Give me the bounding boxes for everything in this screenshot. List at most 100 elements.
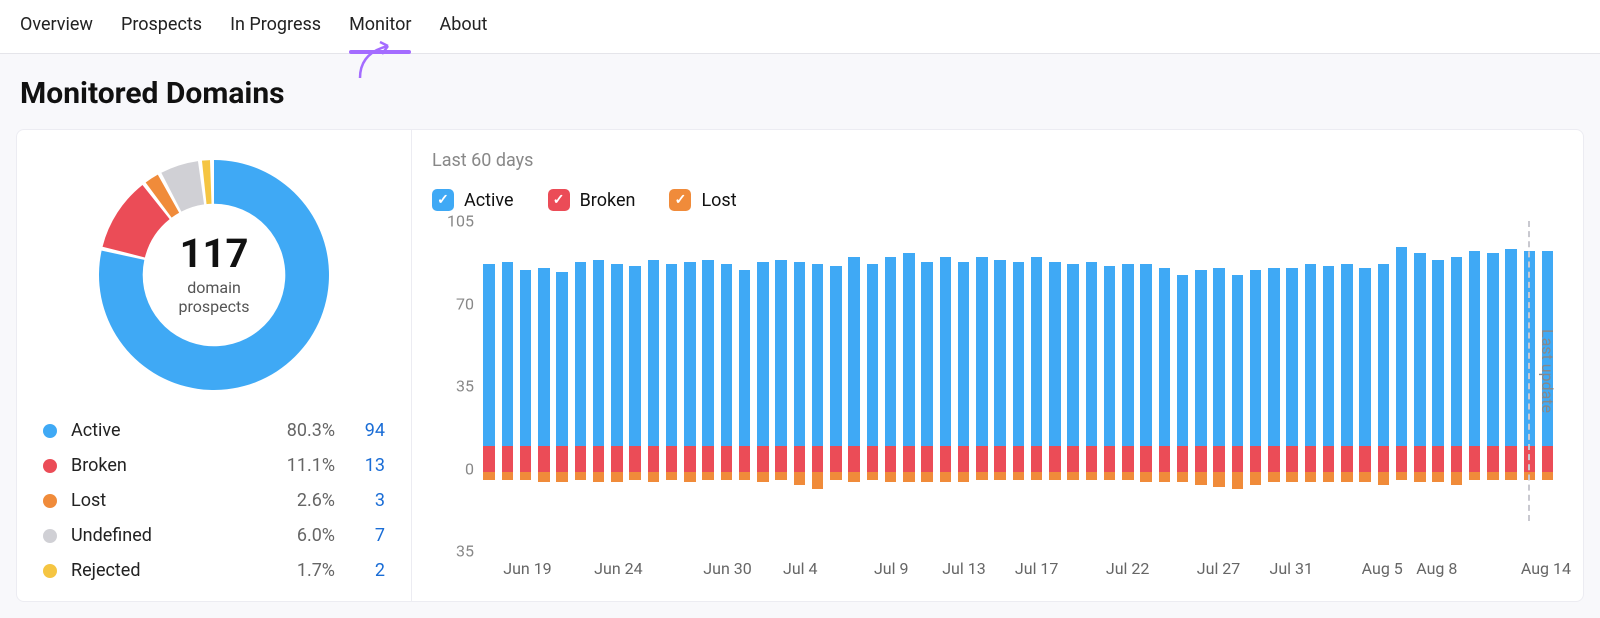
bar-seg-lost bbox=[739, 472, 750, 481]
bar-seg-broken bbox=[903, 446, 914, 472]
bar-day[interactable] bbox=[665, 221, 679, 521]
bar-day[interactable] bbox=[1121, 221, 1135, 521]
bar-day[interactable] bbox=[1303, 221, 1317, 521]
bar-day[interactable] bbox=[1486, 221, 1500, 521]
bar-day[interactable] bbox=[1285, 221, 1299, 521]
bar-day[interactable] bbox=[865, 221, 879, 521]
bar-day[interactable] bbox=[1139, 221, 1153, 521]
legend-pct: 6.0% bbox=[255, 525, 335, 546]
legend-row-rejected[interactable]: Rejected1.7%2 bbox=[43, 560, 385, 581]
bar-seg-active bbox=[702, 260, 713, 446]
bar-day[interactable] bbox=[1030, 221, 1044, 521]
bar-day[interactable] bbox=[811, 221, 825, 521]
bar-day[interactable] bbox=[610, 221, 624, 521]
bar-seg-lost bbox=[629, 472, 640, 481]
series-toggle-active[interactable]: ✓Active bbox=[432, 189, 514, 211]
bar-day[interactable] bbox=[1176, 221, 1190, 521]
bar-seg-active bbox=[1451, 257, 1462, 446]
bar-day[interactable] bbox=[1504, 221, 1518, 521]
bar-day[interactable] bbox=[829, 221, 843, 521]
tab-about[interactable]: About bbox=[439, 14, 487, 43]
bar-day[interactable] bbox=[1230, 221, 1244, 521]
bar-day[interactable] bbox=[573, 221, 587, 521]
bar-day[interactable] bbox=[1084, 221, 1098, 521]
bar-day[interactable] bbox=[1358, 221, 1372, 521]
legend-count[interactable]: 2 bbox=[335, 560, 385, 581]
bar-day[interactable] bbox=[1376, 221, 1390, 521]
bar-day[interactable] bbox=[519, 221, 533, 521]
bar-seg-broken bbox=[1305, 446, 1316, 472]
donut-chart: 117 domain prospects bbox=[89, 150, 339, 400]
bar-seg-lost bbox=[830, 472, 841, 481]
bar-day[interactable] bbox=[628, 221, 642, 521]
bar-day[interactable] bbox=[957, 221, 971, 521]
monitored-domains-card: 117 domain prospects Active80.3%94 Broken… bbox=[16, 129, 1584, 602]
bar-day[interactable] bbox=[482, 221, 496, 521]
bar-day[interactable] bbox=[1340, 221, 1354, 521]
bar-seg-active bbox=[1140, 264, 1151, 446]
bar-day[interactable] bbox=[1431, 221, 1445, 521]
bar-day[interactable] bbox=[1322, 221, 1336, 521]
bar-seg-lost bbox=[1013, 472, 1024, 481]
bar-day[interactable] bbox=[975, 221, 989, 521]
bar-seg-broken bbox=[921, 446, 932, 472]
legend-row-broken[interactable]: Broken11.1%13 bbox=[43, 455, 385, 476]
legend-row-undefined[interactable]: Undefined6.0%7 bbox=[43, 525, 385, 546]
legend-count[interactable]: 13 bbox=[335, 455, 385, 476]
bar-day[interactable] bbox=[938, 221, 952, 521]
bar-day[interactable] bbox=[993, 221, 1007, 521]
bar-day[interactable] bbox=[1468, 221, 1482, 521]
donut-seg-rejected[interactable] bbox=[202, 160, 212, 204]
tab-monitor[interactable]: Monitor bbox=[349, 14, 411, 43]
bar-day[interactable] bbox=[756, 221, 770, 521]
bar-day[interactable] bbox=[738, 221, 752, 521]
bar-day[interactable] bbox=[1413, 221, 1427, 521]
bar-day[interactable] bbox=[555, 221, 569, 521]
bar-day[interactable] bbox=[1249, 221, 1263, 521]
legend-row-lost[interactable]: Lost2.6%3 bbox=[43, 490, 385, 511]
tab-prospects[interactable]: Prospects bbox=[121, 14, 202, 43]
bar-seg-broken bbox=[483, 446, 494, 472]
bar-day[interactable] bbox=[592, 221, 606, 521]
bar-day[interactable] bbox=[902, 221, 916, 521]
series-toggle-lost[interactable]: ✓Lost bbox=[669, 189, 736, 211]
bar-day[interactable] bbox=[683, 221, 697, 521]
bar-day[interactable] bbox=[1103, 221, 1117, 521]
bar-day[interactable] bbox=[500, 221, 514, 521]
bar-day[interactable] bbox=[1449, 221, 1463, 521]
bar-seg-lost bbox=[1049, 472, 1060, 481]
bar-day[interactable] bbox=[1011, 221, 1025, 521]
bar-day[interactable] bbox=[1066, 221, 1080, 521]
bar-seg-active bbox=[593, 260, 604, 446]
tab-in-progress[interactable]: In Progress bbox=[230, 14, 321, 43]
donut-legend: Active80.3%94 Broken11.1%13 Lost2.6%3 Undef… bbox=[43, 420, 385, 581]
bar-day[interactable] bbox=[1395, 221, 1409, 521]
bar-seg-active bbox=[739, 270, 750, 446]
legend-count[interactable]: 94 bbox=[335, 420, 385, 441]
legend-count[interactable]: 7 bbox=[335, 525, 385, 546]
bar-seg-lost bbox=[483, 472, 494, 481]
legend-count[interactable]: 3 bbox=[335, 490, 385, 511]
bar-seg-lost bbox=[721, 472, 732, 481]
bar-day[interactable] bbox=[847, 221, 861, 521]
bar-day[interactable] bbox=[719, 221, 733, 521]
bar-day[interactable] bbox=[701, 221, 715, 521]
bar-day[interactable] bbox=[1157, 221, 1171, 521]
bar-seg-lost bbox=[575, 472, 586, 481]
bar-day[interactable] bbox=[884, 221, 898, 521]
bar-day[interactable] bbox=[1048, 221, 1062, 521]
bar-day[interactable] bbox=[1194, 221, 1208, 521]
bar-day[interactable] bbox=[774, 221, 788, 521]
bar-day[interactable] bbox=[1212, 221, 1226, 521]
bar-seg-lost bbox=[666, 472, 677, 481]
bar-day[interactable] bbox=[646, 221, 660, 521]
bar-day[interactable] bbox=[792, 221, 806, 521]
bar-day[interactable] bbox=[1267, 221, 1281, 521]
legend-row-active[interactable]: Active80.3%94 bbox=[43, 420, 385, 441]
tab-overview[interactable]: Overview bbox=[20, 14, 93, 43]
series-toggle-broken[interactable]: ✓Broken bbox=[548, 189, 636, 211]
bar-day[interactable] bbox=[537, 221, 551, 521]
bar-day[interactable] bbox=[920, 221, 934, 521]
bar-seg-lost bbox=[794, 472, 805, 485]
bar-seg-active bbox=[1268, 268, 1279, 446]
